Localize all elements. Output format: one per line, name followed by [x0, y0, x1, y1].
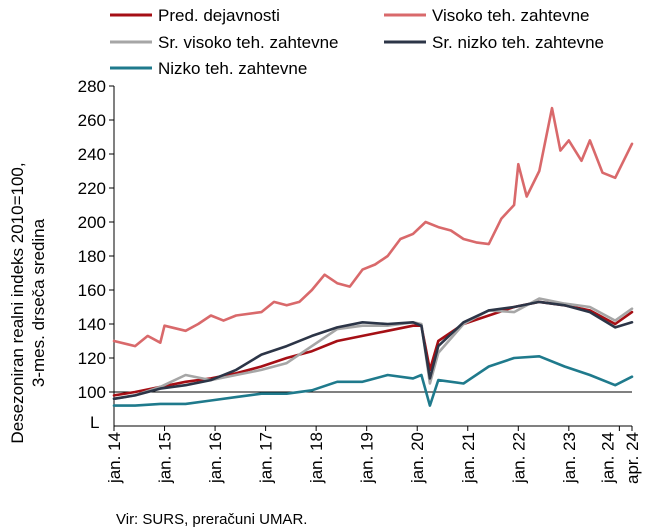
y-tick-label: 140: [78, 315, 106, 334]
y-tick-label: 120: [78, 349, 106, 368]
y-tick-label: 100: [78, 383, 106, 402]
y-axis-title-line-1: Desezoniran realni indeks 2010=100,: [8, 162, 27, 443]
x-tick-label: jan. 16: [206, 432, 225, 484]
legend-label-5: Nizko teh. zahtevne: [158, 59, 307, 78]
y-axis: 100 120 140 160 180 200 220 240 260 280 L: [78, 77, 115, 432]
x-tick-label: jan. 20: [408, 432, 427, 484]
x-tick-label: jan. 23: [560, 432, 579, 484]
y-tick-label: 280: [78, 77, 106, 96]
legend-label-2: Visoko teh. zahtevne: [432, 6, 590, 25]
x-tick-label: jan. 15: [156, 432, 175, 484]
series-line-4: [112, 300, 634, 401]
y-tick-label: 220: [78, 179, 106, 198]
x-tick-label: apr. 24: [623, 432, 642, 484]
series-line-5: [112, 355, 634, 407]
legend-label-4: Sr. nizko teh. zahtevne: [432, 33, 604, 52]
x-tick-label: jan. 14: [105, 432, 124, 484]
x-tick-label: jan. 17: [257, 432, 276, 484]
y-tick-label: 240: [78, 145, 106, 164]
series-line-2: [112, 106, 634, 348]
y-tick-label: 160: [78, 281, 106, 300]
y-tick-label: 200: [78, 213, 106, 232]
x-tick-label: jan. 18: [307, 432, 326, 484]
plot-area: [112, 106, 634, 407]
x-tick-label: jan. 24: [598, 432, 617, 484]
y-tick-label: 260: [78, 111, 106, 130]
x-tick-label: jan. 22: [509, 432, 528, 484]
legend: Pred. dejavnosti Visoko teh. zahtevne Sr. …: [110, 6, 604, 78]
legend-label-3: Sr. visoko teh. zahtevne: [158, 33, 339, 52]
x-tick-label: jan. 19: [358, 432, 377, 484]
y-axis-title: Desezoniran realni indeks 2010=100, 3-me…: [8, 162, 48, 443]
x-axis: jan. 14 jan. 15 jan. 16 jan. 17 jan. 18 jan. …: [105, 425, 642, 484]
x-tick-label: jan. 21: [459, 432, 478, 484]
series-line-1: [112, 300, 634, 397]
y-axis-title-line-2: 3-mes. drseča sredina: [29, 218, 48, 387]
source-note: Vir: SURS, preračuni UMAR.: [116, 511, 307, 528]
legend-label-1: Pred. dejavnosti: [158, 6, 280, 25]
y-tick-label: 180: [78, 247, 106, 266]
y-axis-break-label: L: [90, 413, 99, 432]
